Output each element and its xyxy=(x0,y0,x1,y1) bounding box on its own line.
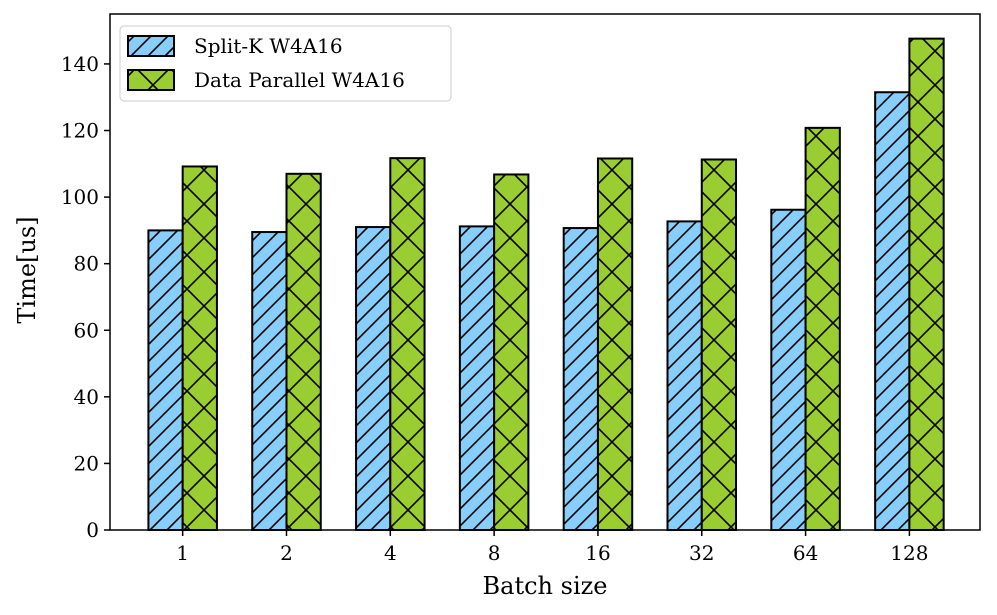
bar-splitk-32 xyxy=(666,220,703,531)
legend-label: Split-K W4A16 xyxy=(194,34,343,58)
x-tick-label: 2 xyxy=(280,541,293,565)
y-tick-label: 100 xyxy=(61,185,99,209)
x-tick-label: 8 xyxy=(488,541,501,565)
bar-dataparallel-128 xyxy=(908,37,945,532)
bar-splitk-16 xyxy=(562,227,599,532)
bar-dataparallel-8 xyxy=(493,173,530,531)
bar-splitk-128 xyxy=(874,91,911,531)
legend: Split-K W4A16 Data Parallel W4A16 xyxy=(119,25,452,102)
legend-frame xyxy=(119,25,452,102)
bar-dataparallel-1 xyxy=(181,165,218,532)
bar-splitk-1 xyxy=(147,229,184,532)
x-tick-label: 32 xyxy=(689,541,714,565)
y-tick-label: 0 xyxy=(86,518,99,542)
legend-entry: Data Parallel W4A16 xyxy=(127,68,405,92)
x-tick-label: 1 xyxy=(176,541,189,565)
bars xyxy=(147,37,945,532)
bar-splitk-64 xyxy=(770,208,807,531)
y-tick-label: 80 xyxy=(74,252,99,276)
bar-dataparallel-64 xyxy=(804,126,841,531)
bar-dataparallel-2 xyxy=(285,172,322,531)
bar-dataparallel-16 xyxy=(596,157,634,531)
bar-dataparallel-32 xyxy=(700,158,738,532)
x-axis-label: Batch size xyxy=(483,572,608,600)
x-tick-label: 16 xyxy=(585,541,610,565)
bar-splitk-2 xyxy=(251,231,288,532)
y-tick-label: 40 xyxy=(74,385,99,409)
x-tick-label: 128 xyxy=(890,541,928,565)
y-tick-label: 60 xyxy=(74,318,99,342)
bar-splitk-4 xyxy=(355,226,392,531)
x-tick-label: 64 xyxy=(793,541,818,565)
legend-entry: Split-K W4A16 xyxy=(127,34,343,58)
legend-label: Data Parallel W4A16 xyxy=(194,68,405,92)
y-tick-label: 20 xyxy=(74,451,99,475)
bar-dataparallel-4 xyxy=(389,157,426,531)
y-axis-label: Time[us] xyxy=(13,216,41,323)
plot-frame xyxy=(109,13,981,531)
y-tick-label: 120 xyxy=(61,119,99,143)
bar-splitk-8 xyxy=(458,225,496,531)
axes: 0 20 40 60 80 100 120 140 1 2 4 8 16 32 64 128 xyxy=(61,13,981,565)
y-tick-label: 140 xyxy=(61,52,99,76)
x-tick-label: 4 xyxy=(384,541,397,565)
